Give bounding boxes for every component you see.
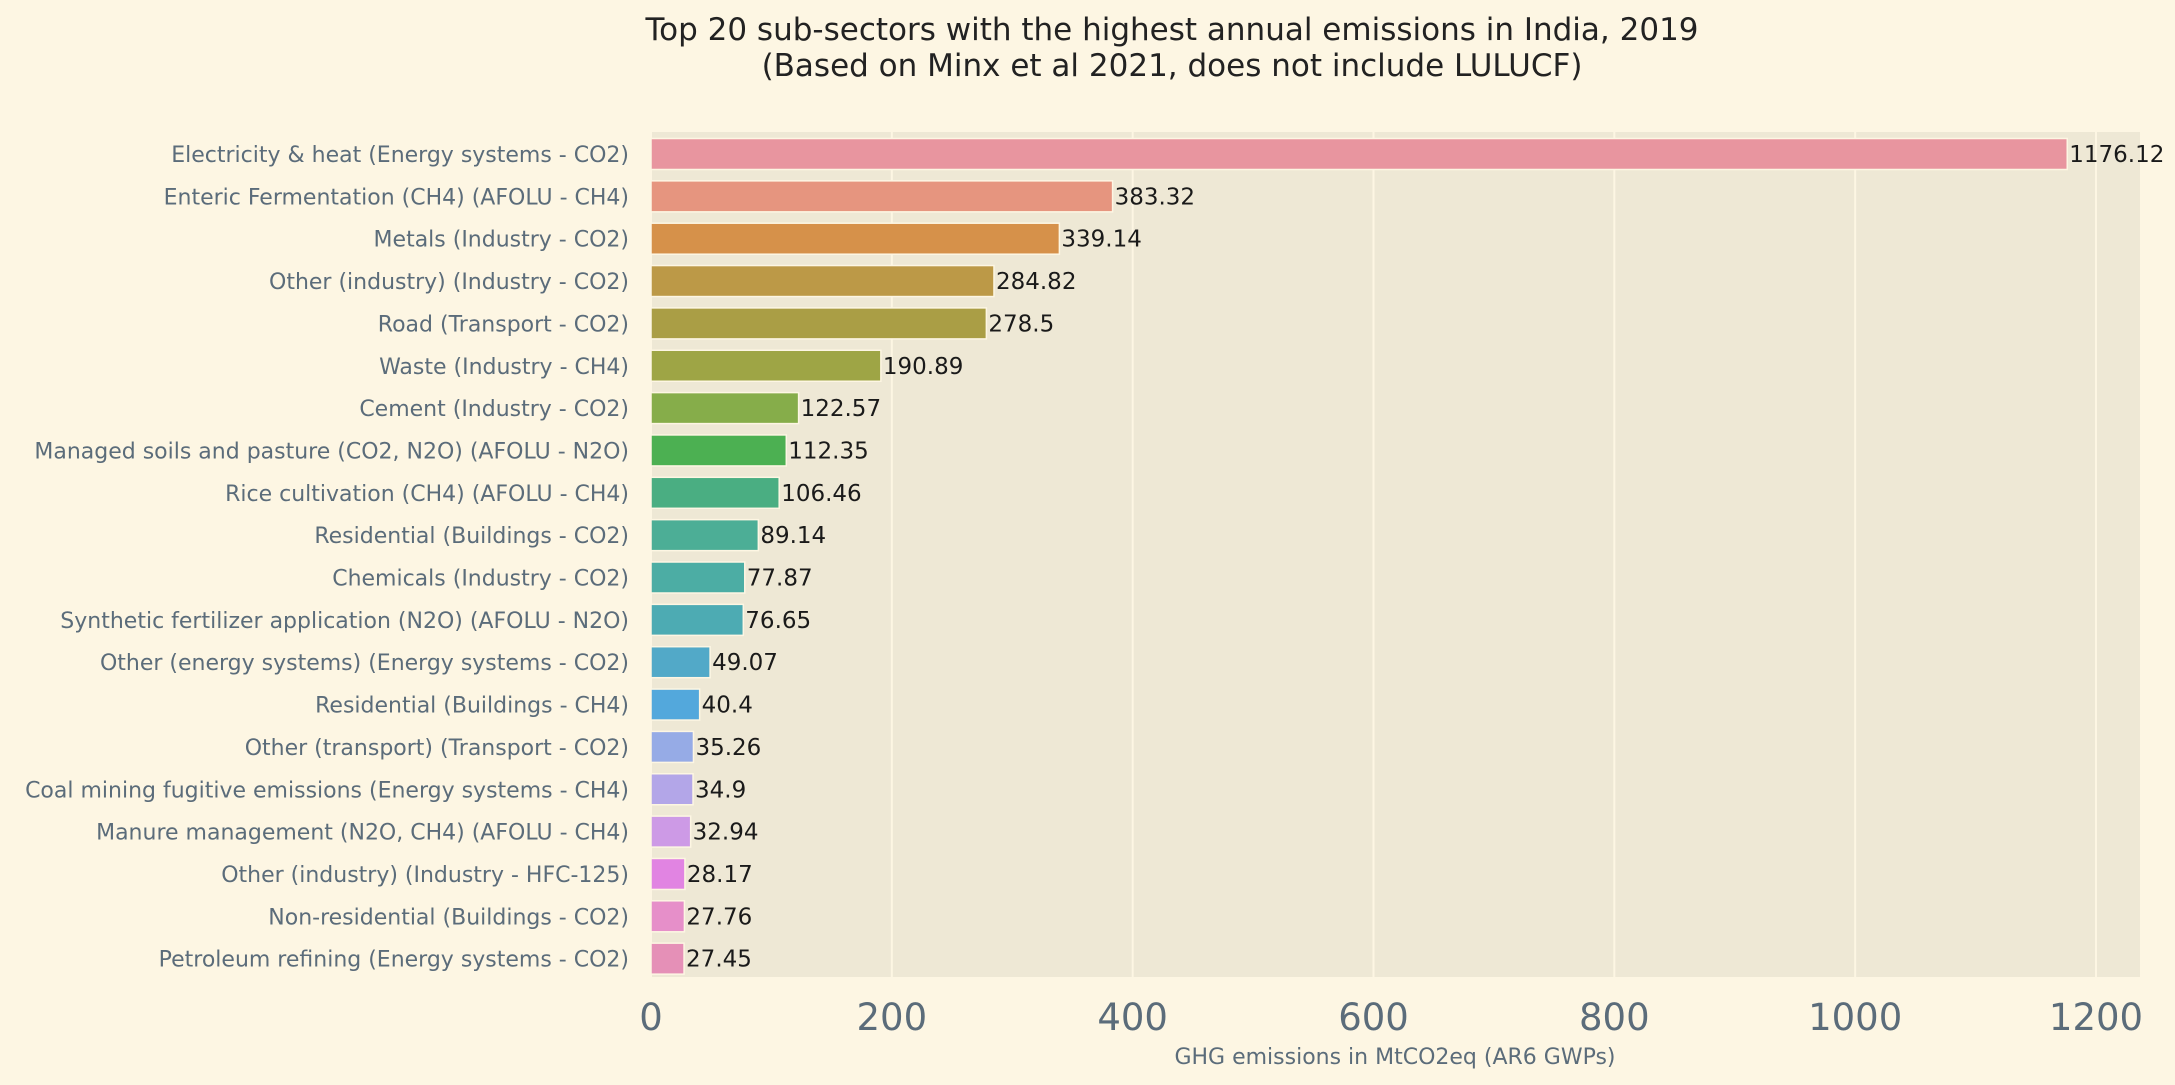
value-label: 35.26 (695, 735, 761, 761)
value-label: 40.4 (702, 693, 753, 719)
category-label: Electricity & heat (Energy systems - CO2… (171, 143, 629, 168)
x-axis-ticks: 0 200 400 600 800 1000 1200 (639, 996, 2143, 1039)
bar (650, 518, 760, 552)
category-label: Managed soils and pasture (CO2, N2O) (AF… (34, 439, 629, 464)
chart-title-line-2: (Based on Minx et al 2021, does not incl… (762, 48, 1583, 84)
category-label: Waste (Industry - CH4) (379, 355, 629, 380)
value-label: 278.5 (988, 311, 1054, 337)
category-label: Other (energy systems) (Energy systems -… (100, 651, 629, 676)
plot-area (650, 132, 2140, 977)
bar (650, 349, 882, 382)
bar (650, 476, 780, 510)
value-label: 28.17 (687, 862, 753, 888)
category-label: Rice cultivation (CH4) (AFOLU - CH4) (225, 482, 629, 507)
value-label: 32.94 (693, 820, 759, 846)
value-label: 76.65 (745, 608, 811, 634)
category-label: Residential (Buildings - CO2) (314, 524, 629, 549)
bar (650, 688, 701, 721)
category-label: Other (industry) (Industry - HFC-125) (221, 863, 629, 888)
value-label: 1176.12 (2069, 142, 2164, 168)
value-label: 34.9 (695, 777, 746, 803)
category-label: Road (Transport - CO2) (378, 312, 629, 337)
value-label: 122.57 (801, 396, 881, 422)
category-label: Manure management (N2O, CH4) (AFOLU - CH… (96, 821, 629, 846)
value-label: 106.46 (781, 481, 861, 507)
bar (650, 137, 2068, 171)
category-label: Metals (Industry - CO2) (374, 228, 629, 253)
bar (650, 857, 686, 891)
bar (650, 264, 995, 298)
value-label: 383.32 (1115, 184, 1195, 210)
bar (650, 815, 692, 848)
x-tick-label: 1000 (1808, 996, 1902, 1039)
bar (650, 730, 695, 764)
value-label: 77.87 (747, 566, 813, 592)
category-label: Chemicals (Industry - CO2) (332, 567, 629, 592)
x-axis-title: GHG emissions in MtCO2eq (AR6 GWPs) (1174, 1045, 1615, 1070)
value-label: 112.35 (788, 438, 868, 464)
bar (650, 645, 711, 679)
value-label: 89.14 (760, 523, 826, 549)
bar (650, 942, 685, 975)
category-label: Coal mining fugitive emissions (Energy s… (25, 778, 629, 803)
category-label: Residential (Buildings - CH4) (315, 694, 629, 719)
category-label: Cement (Industry - CO2) (359, 397, 629, 422)
bar (650, 603, 745, 637)
category-label: Synthetic fertilizer application (N2O) (… (60, 609, 629, 634)
x-tick-label: 200 (857, 996, 928, 1039)
category-label: Petroleum refining (Energy systems - CO2… (159, 948, 629, 973)
bar (650, 222, 1061, 255)
category-label: Enteric Fermentation (CH4) (AFOLU - CH4) (164, 185, 629, 210)
x-tick-label: 0 (639, 996, 663, 1039)
bar (650, 773, 694, 806)
x-tick-label: 800 (1579, 996, 1650, 1039)
bar (650, 561, 746, 594)
chart-title-line-1: Top 20 sub-sectors with the highest annu… (644, 12, 1698, 48)
category-label: Non-residential (Buildings - CO2) (268, 905, 629, 930)
value-labels: 1176.12 383.32 339.14 284.82 278.5 190.89122.… (686, 142, 2164, 973)
x-tick-label: 1200 (2049, 996, 2143, 1039)
bar (650, 900, 686, 933)
bar (650, 391, 800, 425)
value-label: 27.45 (686, 947, 752, 973)
category-label: Other (industry) (Industry - CO2) (269, 270, 629, 295)
bar (650, 307, 988, 340)
value-label: 339.14 (1061, 227, 1141, 253)
category-labels: Electricity & heat (Energy systems - CO2… (25, 143, 629, 973)
value-label: 190.89 (883, 354, 963, 380)
x-tick-label: 400 (1097, 996, 1168, 1039)
value-label: 284.82 (996, 269, 1076, 295)
bar (650, 434, 788, 467)
bar (650, 180, 1114, 213)
value-label: 27.76 (686, 904, 752, 930)
category-label: Other (transport) (Transport - CO2) (245, 736, 629, 761)
x-tick-label: 600 (1338, 996, 1409, 1039)
bars (650, 137, 2068, 975)
value-label: 49.07 (712, 650, 778, 676)
